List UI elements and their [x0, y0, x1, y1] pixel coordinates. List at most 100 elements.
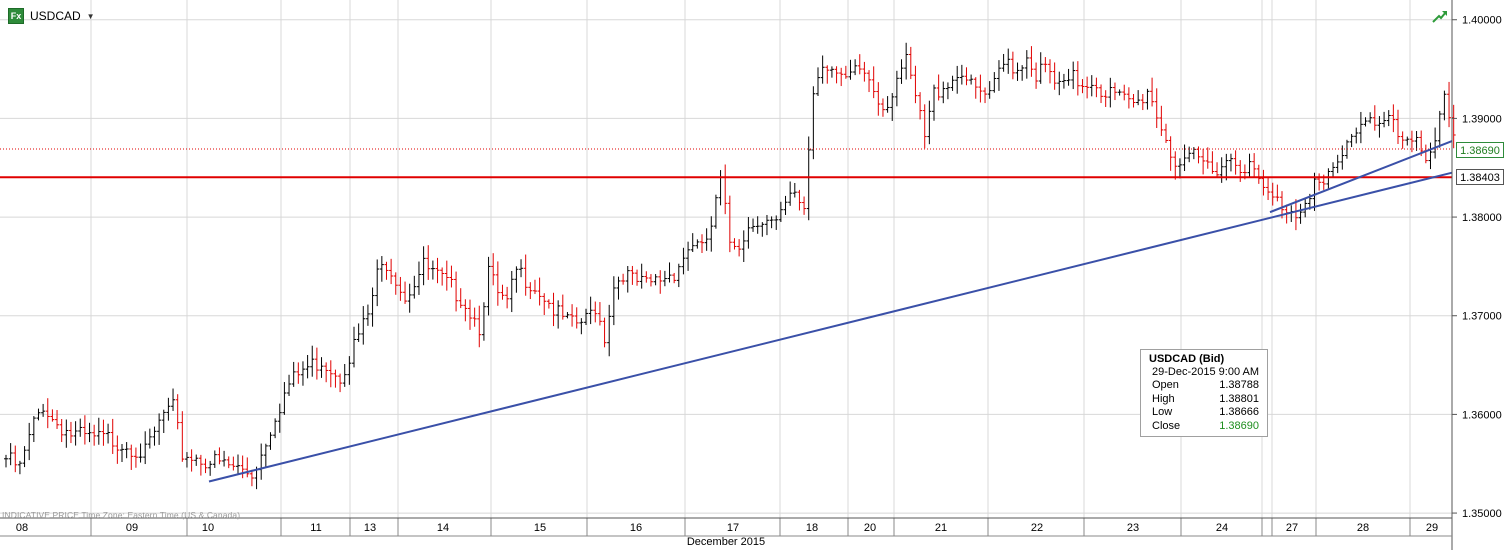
ohlc-bar	[305, 355, 310, 379]
tooltip-high-row: High 1.38801	[1149, 393, 1259, 407]
ohlc-bar	[138, 443, 143, 463]
ohlc-bar	[593, 301, 598, 323]
ohlc-bar	[955, 65, 960, 94]
ohlc-bar	[686, 241, 691, 271]
ohlc-bar	[1010, 51, 1015, 80]
ohlc-bar	[584, 308, 588, 326]
ohlc-bar	[268, 432, 273, 450]
ohlc-bar	[166, 397, 171, 421]
grid-lines	[0, 0, 1452, 518]
ohlc-bar	[1256, 164, 1261, 184]
x-tick-label: 11	[310, 522, 321, 534]
tooltip-low-row: Low 1.38666	[1149, 406, 1259, 420]
ohlc-bar	[273, 418, 278, 439]
ohlc-bar	[709, 216, 714, 252]
y-tick-label: 1.38000	[1462, 212, 1502, 224]
ohlc-bar	[797, 189, 802, 211]
trend-up-arrow-icon[interactable]	[1431, 8, 1449, 24]
ohlc-bar	[96, 417, 101, 445]
ohlc-bar	[495, 261, 500, 306]
ohlc-bar	[259, 443, 264, 480]
ohlc-bar	[978, 74, 983, 103]
ohlc-bar	[1349, 133, 1354, 148]
ohlc-bar	[361, 306, 366, 345]
ohlc-bar	[1066, 68, 1071, 86]
ohlc-bar	[672, 272, 677, 284]
ohlc-bar	[941, 81, 946, 104]
ohlc-bar	[92, 424, 97, 446]
ohlc-bar	[1247, 153, 1252, 178]
ohlc-bar	[245, 457, 250, 478]
tooltip-close-value: 1.38690	[1219, 419, 1259, 432]
ohlc-bar	[477, 305, 482, 348]
ohlc-bar	[918, 92, 923, 120]
ohlc-bar	[491, 253, 496, 286]
ohlc-bar	[157, 413, 162, 445]
ohlc-bar	[147, 428, 152, 449]
ohlc-bar	[416, 261, 421, 295]
ohlc-bar	[996, 60, 1001, 91]
ohlc-bar	[1437, 110, 1442, 148]
ohlc-bar	[992, 72, 997, 93]
tooltip-high-label: High	[1152, 392, 1175, 405]
ohlc-bar	[908, 46, 913, 80]
ohlc-bar	[55, 410, 60, 429]
tooltip-datetime: 29-Dec-2015 9:00 AM	[1152, 366, 1260, 378]
ohlc-bar	[240, 455, 245, 479]
ohlc-bar	[277, 403, 282, 433]
trend-line	[208, 171, 1453, 483]
ohlc-bar	[519, 259, 524, 278]
ohlc-bar	[333, 369, 338, 388]
ohlc-bar	[1414, 131, 1419, 151]
ohlc-bar	[1099, 84, 1104, 104]
ohlc-bar	[1057, 71, 1062, 96]
ohlc-bar	[1238, 160, 1243, 182]
ohlc-bar	[1354, 127, 1359, 144]
fx-icon: Fx	[8, 8, 24, 24]
ohlc-bar	[1228, 153, 1233, 172]
ohlc-bar	[115, 435, 120, 464]
ohlc-bar	[1270, 182, 1275, 206]
ohlc-bar	[444, 260, 449, 291]
symbol-selector[interactable]: Fx USDCAD ▼	[8, 8, 95, 24]
ohlc-bar	[746, 217, 751, 249]
ohlc-bar	[263, 443, 268, 467]
x-tick-label: 14	[437, 522, 449, 534]
ohlc-bar	[899, 59, 904, 84]
ohlc-bar	[983, 87, 988, 104]
ohlc-bar	[1224, 153, 1229, 181]
ohlc-bar	[829, 66, 834, 78]
ohlc-bar	[328, 360, 333, 388]
ohlc-bar	[945, 82, 950, 100]
ohlc-bar	[236, 454, 240, 474]
ohlc-bar	[880, 98, 885, 117]
ohlc-bar	[667, 262, 672, 283]
ohlc-bar	[848, 59, 853, 80]
ohlc-bar	[143, 431, 148, 465]
ohlc-bar	[87, 422, 92, 443]
ohlc-bar	[1173, 151, 1178, 180]
x-tick-label: 20	[864, 522, 876, 534]
ohlc-bar	[1145, 88, 1150, 110]
ohlc-bar	[825, 65, 830, 84]
ohlc-bar	[1080, 79, 1085, 94]
ohlc-bar	[13, 445, 18, 473]
ohlc-bar	[834, 66, 839, 84]
ohlc-bar	[751, 218, 756, 232]
ohlc-bar	[635, 269, 640, 286]
ohlc-bar	[1428, 142, 1433, 170]
ohlc-bar	[1150, 77, 1155, 107]
ohlc-bar	[152, 426, 157, 446]
ohlc-bar	[1396, 109, 1400, 144]
ohlc-bar	[1094, 77, 1099, 98]
ohlc-bar	[876, 82, 881, 116]
ohlc-bar	[314, 347, 319, 380]
ohlc-bar	[1335, 154, 1340, 174]
ohlc-bar	[282, 382, 287, 415]
ohlc-bar	[1210, 151, 1215, 174]
ohlc-bar	[579, 318, 584, 335]
ohlc-bar	[124, 442, 129, 459]
caret-down-icon[interactable]: ▼	[86, 11, 95, 21]
ohlc-bar	[597, 302, 602, 326]
